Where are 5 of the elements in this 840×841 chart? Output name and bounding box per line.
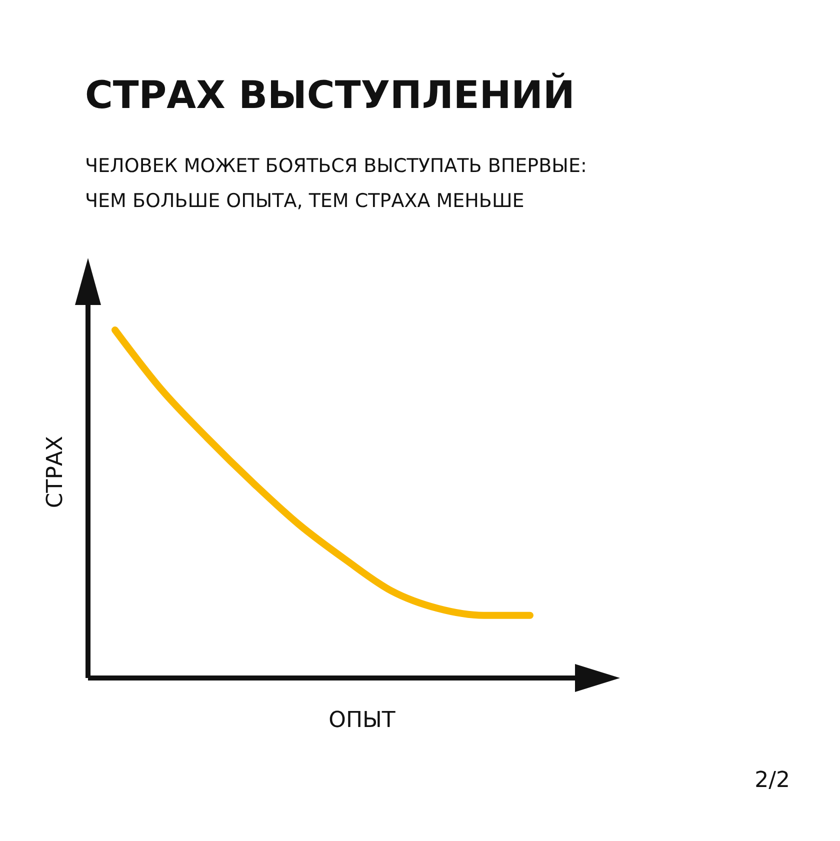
x-axis-title: ОПЫТ	[328, 708, 396, 733]
y-axis-title: СТРАХ	[43, 436, 68, 508]
chart-title: СТРАХ ВЫСТУПЛЕНИЙ	[85, 72, 575, 117]
chart-subtitle: ЧЕЛОВЕК МОЖЕТ БОЯТЬСЯ ВЫСТУПАТЬ ВПЕРВЫЕ: ЧЕМ БОЛЬШЕ ОПЫТА, ТЕМ СТРАХА МЕНЬШЕ	[85, 155, 587, 212]
text: 2/2	[754, 768, 790, 793]
